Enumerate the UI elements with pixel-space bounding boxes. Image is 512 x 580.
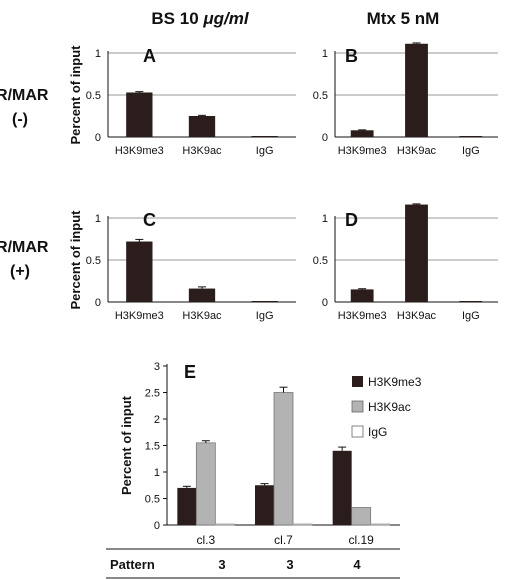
bar-h3k9ac xyxy=(188,116,216,137)
y-tick-label: 1 xyxy=(154,467,160,479)
y-tick-label: 0.5 xyxy=(313,90,328,102)
legend-swatch-igg xyxy=(351,425,364,438)
bar-cl7-igg xyxy=(292,523,313,526)
bar-cl19-h3k9ac xyxy=(351,507,372,526)
bar-h3k9me3 xyxy=(350,289,374,302)
column-title-left-unit: μg/ml xyxy=(202,9,249,28)
legend-label-h3k9me3: H3K9me3 xyxy=(368,375,422,389)
panel-letter: B xyxy=(345,46,358,66)
bar-h3k9ac xyxy=(405,43,428,138)
y-tick-label: 1.5 xyxy=(145,441,160,453)
x-tick-label: IgG xyxy=(256,145,274,157)
bar-cl7-h3k9ac xyxy=(273,392,294,526)
y-tick-label: 1 xyxy=(95,213,101,225)
bar-cl3-h3k9ac xyxy=(195,442,216,526)
x-tick-label: H3K9me3 xyxy=(115,310,164,322)
x-tick-label: H3K9ac xyxy=(182,310,222,322)
y-tick-label: 0 xyxy=(322,132,328,144)
legend-label-h3k9ac: H3K9ac xyxy=(368,400,411,414)
y-tick-label: 1 xyxy=(322,48,328,60)
y-tick-label: 0.5 xyxy=(86,90,101,102)
x-tick-label: H3K9ac xyxy=(397,145,437,157)
x-tick-label: cl.19 xyxy=(348,533,374,547)
bar-h3k9me3 xyxy=(126,92,153,137)
bar-igg xyxy=(459,136,483,137)
y-tick-label: 1 xyxy=(322,213,328,225)
bar-igg xyxy=(251,136,278,137)
bar-igg xyxy=(251,301,278,302)
chart-panel-a: 0 0.5 1 A Percent of input H3K9me3 H3K9ac IgG xyxy=(68,45,296,157)
legend-swatch-h3k9ac xyxy=(351,400,364,413)
pattern-value-cl7: 3 xyxy=(286,557,293,572)
x-tick-label: cl.7 xyxy=(274,533,293,547)
bar-cl3-igg xyxy=(214,523,235,526)
bar-cl3-h3k9me3 xyxy=(177,487,197,525)
legend-label-igg: IgG xyxy=(368,425,387,439)
column-title-left: BS 10 μg/ml xyxy=(151,9,249,28)
x-tick-label: H3K9ac xyxy=(397,310,437,322)
y-tick-label: 0.5 xyxy=(313,255,328,267)
pattern-label: Pattern xyxy=(110,557,155,572)
y-tick-label: 0 xyxy=(154,520,160,532)
x-tick-label: H3K9me3 xyxy=(338,310,387,322)
chart-panel-c: 0 0.5 1 C Percent of input H3K9me3 H3K9ac IgG xyxy=(68,210,296,322)
bar-h3k9ac xyxy=(405,204,428,302)
bar-cl19-h3k9me3 xyxy=(332,450,352,525)
row-label-bottom-line1: IR/MAR xyxy=(0,239,49,256)
row-label-top-line1: IR/MAR xyxy=(0,87,49,104)
panel-letter: E xyxy=(184,362,196,382)
x-tick-label: H3K9me3 xyxy=(115,145,164,157)
x-tick-label: IgG xyxy=(256,310,274,322)
pattern-value-cl3: 3 xyxy=(218,557,225,572)
chart-panel-b: 0 0.5 1 B H3K9me3 H3K9ac IgG xyxy=(313,42,498,157)
y-tick-label: 0.5 xyxy=(145,494,160,506)
column-title-left-prefix: BS 10 xyxy=(151,9,203,28)
x-tick-label: cl.3 xyxy=(196,533,215,547)
row-label-top-line2: (-) xyxy=(12,111,28,128)
bar-cl7-h3k9me3 xyxy=(255,485,274,525)
pattern-value-cl19: 4 xyxy=(353,557,361,572)
bar-h3k9ac xyxy=(188,288,216,302)
row-label-bottom-line2: (+) xyxy=(10,263,30,280)
y-axis-label: Percent of input xyxy=(68,45,83,145)
x-tick-label: IgG xyxy=(462,310,480,322)
y-tick-label: 1 xyxy=(95,48,101,60)
pattern-table: Pattern 3 3 4 xyxy=(106,548,400,579)
panel-letter: D xyxy=(345,210,358,230)
column-title-right: Mtx 5 nM xyxy=(367,9,440,28)
y-tick-label: 0 xyxy=(95,297,101,309)
y-axis-label: Percent of input xyxy=(119,395,134,495)
y-axis-label: Percent of input xyxy=(68,210,83,310)
y-tick-label: 0 xyxy=(322,297,328,309)
panel-letter: C xyxy=(143,210,156,230)
y-tick-label: 2 xyxy=(154,414,160,426)
x-tick-label: H3K9me3 xyxy=(338,145,387,157)
chart-panel-d: 0 0.5 1 D H3K9me3 H3K9ac IgG xyxy=(313,203,498,322)
bar-igg xyxy=(459,301,483,302)
y-tick-label: 0 xyxy=(95,132,101,144)
bar-h3k9me3 xyxy=(126,241,153,302)
chart-panel-e: 0 0.5 1 1.5 2 2.5 3 E Percent of input cl.3 cl.7 cl… xyxy=(119,361,422,547)
panel-letter: A xyxy=(143,46,156,66)
x-tick-label: IgG xyxy=(462,145,480,157)
bar-h3k9me3 xyxy=(350,130,374,137)
y-tick-label: 2.5 xyxy=(145,388,160,400)
x-tick-label: H3K9ac xyxy=(182,145,222,157)
legend-swatch-h3k9me3 xyxy=(352,376,363,387)
y-tick-label: 3 xyxy=(154,361,160,373)
bar-cl19-igg xyxy=(370,523,391,526)
y-tick-label: 0.5 xyxy=(86,255,101,267)
